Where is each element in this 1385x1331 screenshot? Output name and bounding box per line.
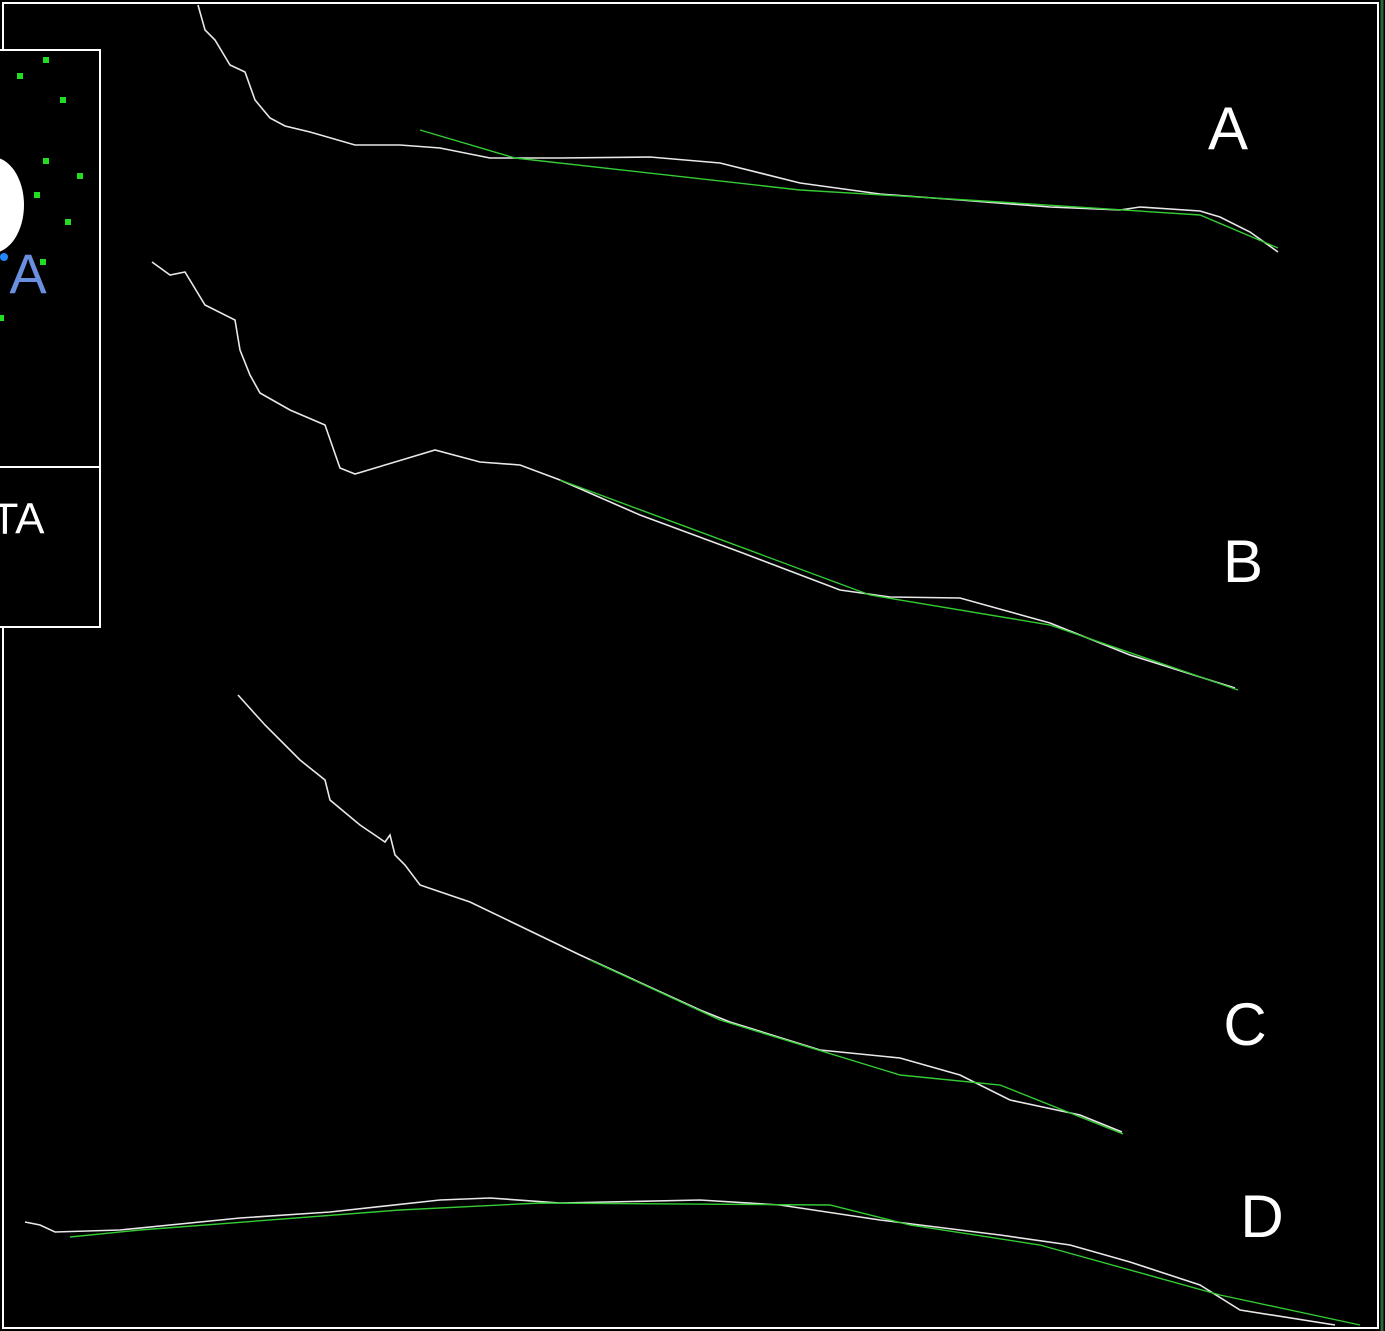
inset-point [0, 253, 8, 261]
inset-caption-box [0, 467, 100, 627]
inset-caption: TA [0, 495, 45, 544]
inset-point-label: A [9, 242, 47, 305]
background [0, 0, 1385, 1331]
curve-label: D [1240, 1183, 1283, 1250]
curve-label: B [1223, 528, 1263, 595]
curve-label: C [1223, 991, 1266, 1058]
curve-label: A [1208, 95, 1248, 162]
screenshot: A TA A B C D [0, 0, 1385, 1331]
